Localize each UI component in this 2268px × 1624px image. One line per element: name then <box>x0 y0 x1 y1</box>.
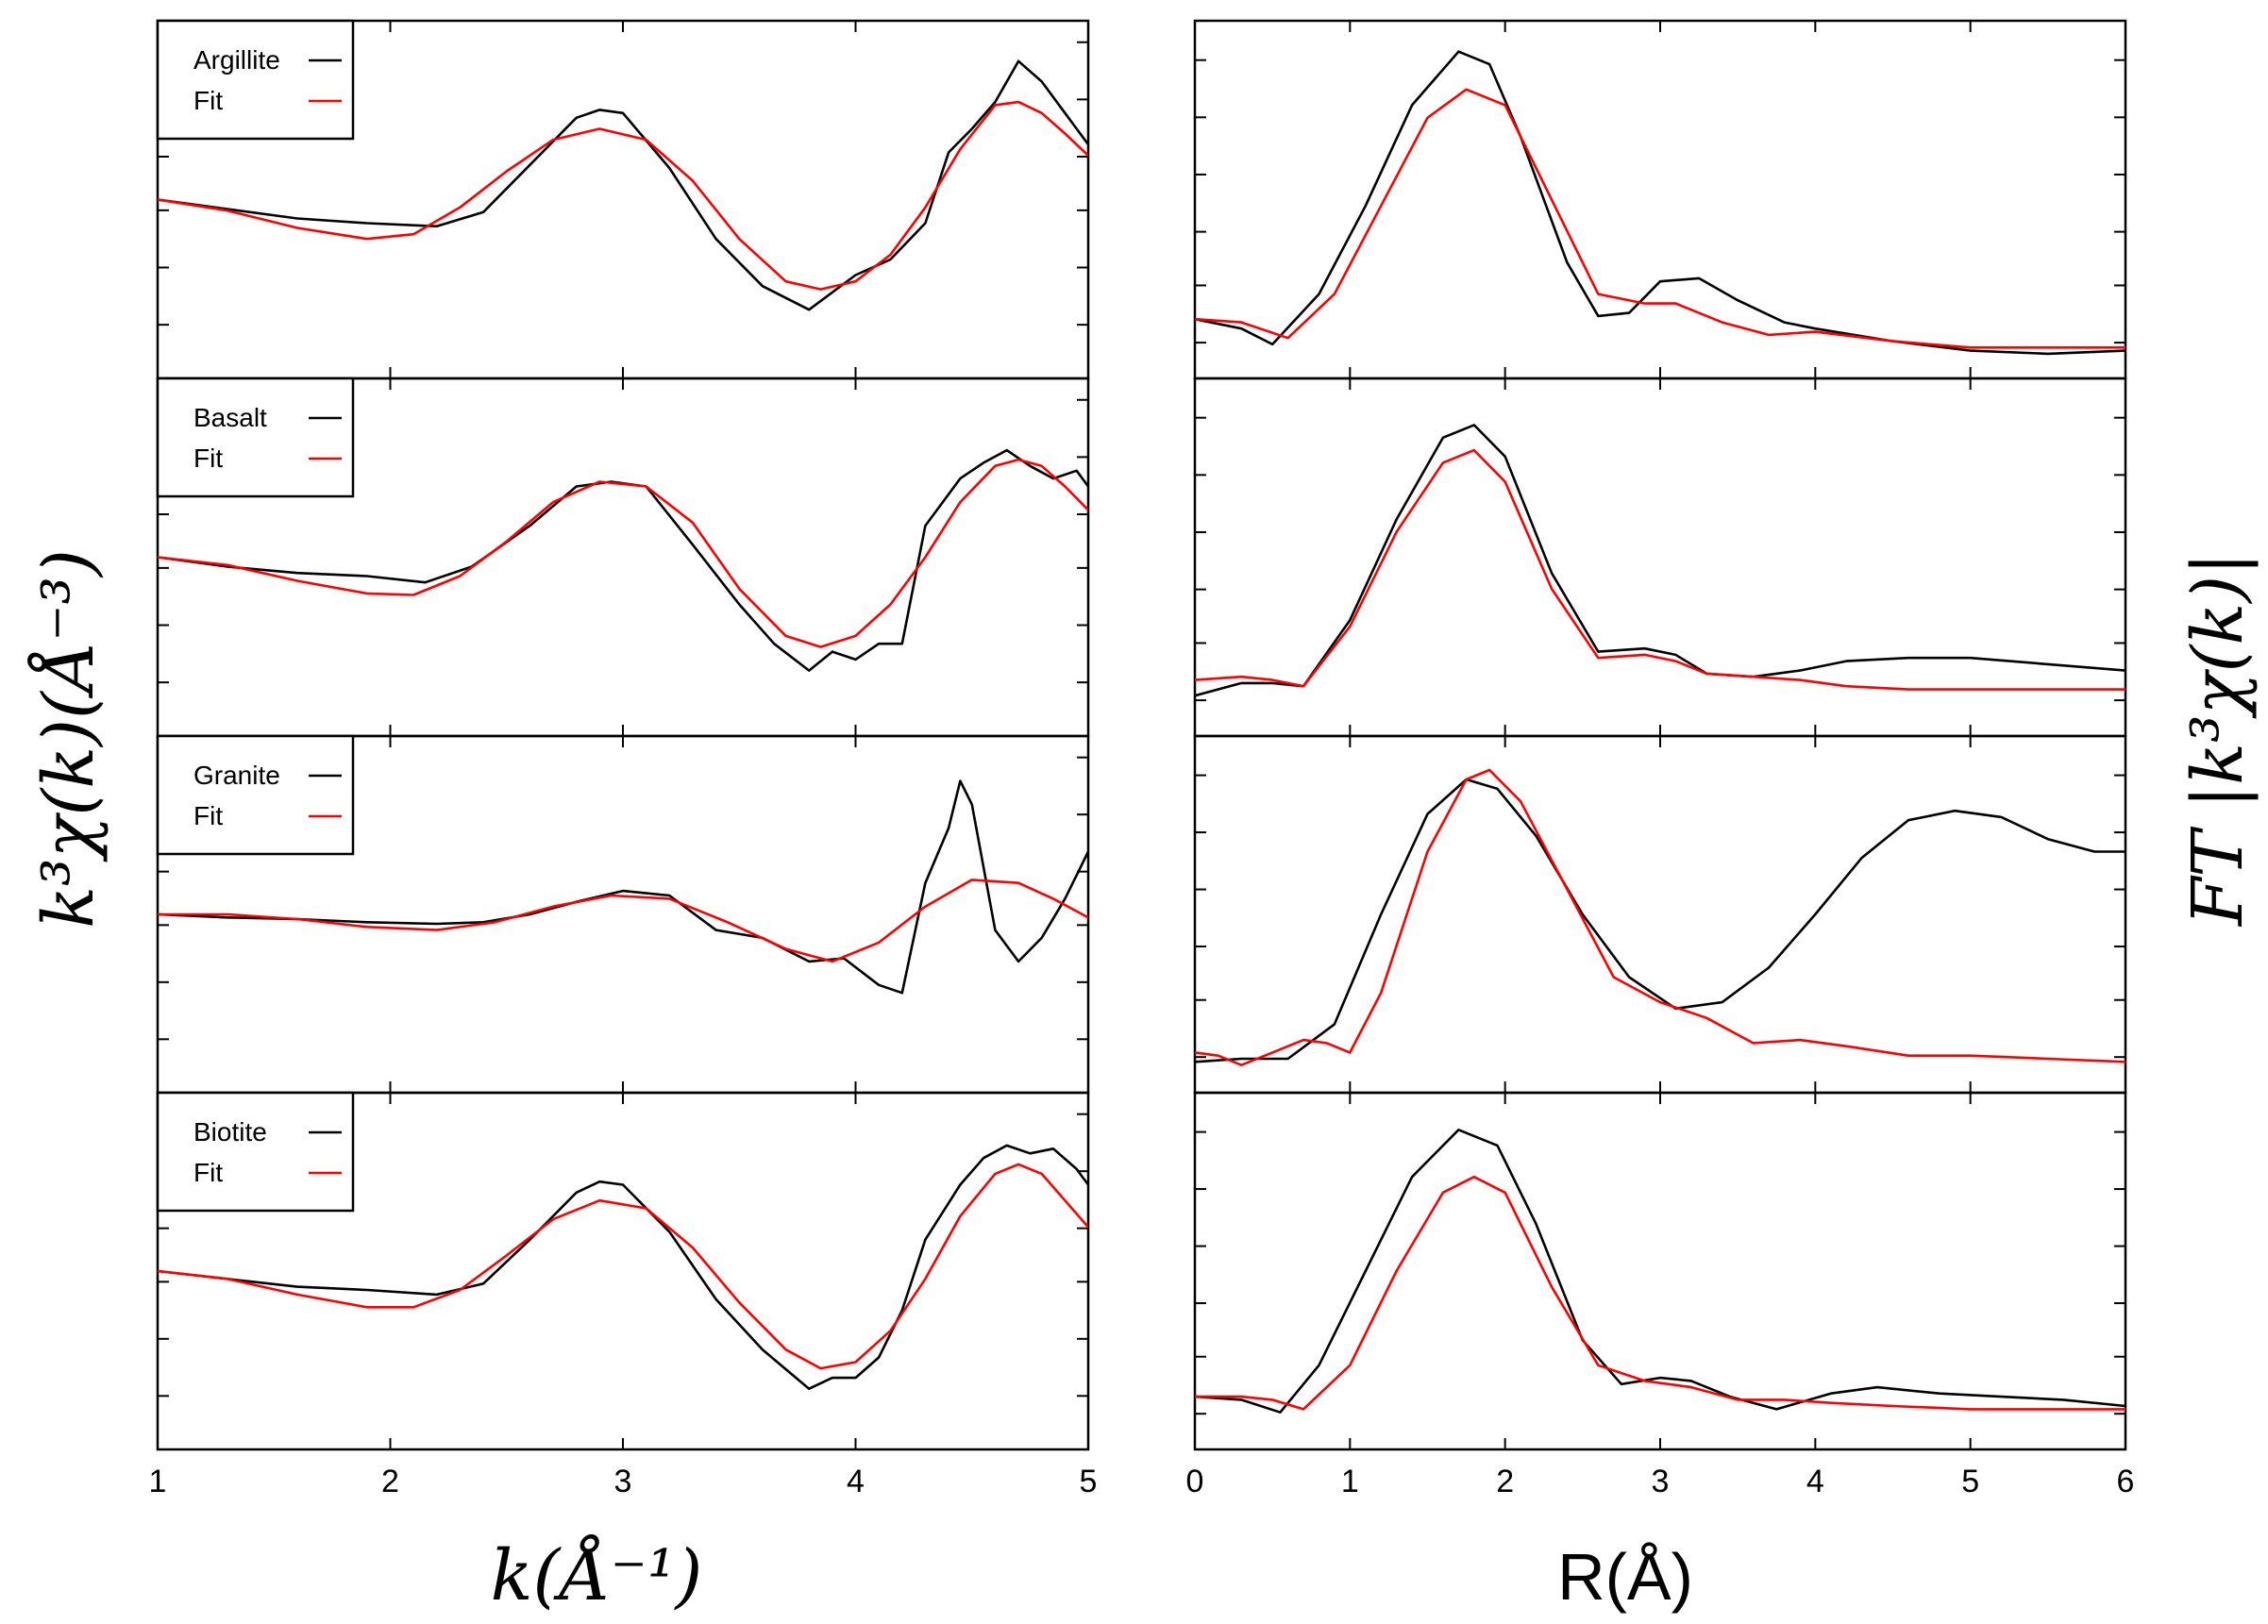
left-y-axis-title: k³χ(k)(Å⁻³) <box>26 549 109 929</box>
x-tick-label: 4 <box>847 1464 865 1499</box>
x-tick-label: 4 <box>1806 1464 1824 1499</box>
plot-frame <box>1193 19 2127 380</box>
series-line-biotite <box>158 1144 1088 1390</box>
series-line-fit <box>1195 448 2125 691</box>
series-line-fit <box>158 879 1088 963</box>
legend: Basalt Fit <box>156 377 355 498</box>
series-line-basalt <box>1195 424 2125 697</box>
legend-box <box>156 734 355 856</box>
x-tick-label: 1 <box>149 1464 167 1499</box>
series-line-fit <box>158 1163 1088 1370</box>
left-subplot-basalt: Basalt Fit <box>156 377 1090 738</box>
plot-frame <box>1193 734 2127 1095</box>
series-line-fit <box>158 100 1088 291</box>
legend: Granite Fit <box>156 734 355 856</box>
right-subplot-biotite-ft <box>1193 1091 2127 1451</box>
legend-box <box>156 377 355 498</box>
right-subplot-granite-ft <box>1193 734 2127 1095</box>
legend: Biotite Fit <box>156 1091 355 1213</box>
series-line-granite <box>1195 778 2125 1063</box>
legend-label: Fit <box>193 86 223 115</box>
right-panel: 0 1 2 3 4 5 6 <box>1186 19 2135 1499</box>
legend: Argillite Fit <box>156 19 355 141</box>
legend-label: Fit <box>193 444 223 473</box>
left-subplot-biotite: Biotite Fit <box>156 1091 1090 1451</box>
series-line-granite <box>158 779 1088 995</box>
series-line-fit <box>1195 768 2125 1066</box>
legend-label: Biotite <box>193 1117 267 1147</box>
x-tick-label: 5 <box>1961 1464 1979 1499</box>
x-tick-label: 3 <box>1652 1464 1670 1499</box>
x-tick-label: 0 <box>1186 1464 1204 1499</box>
right-y-axis-title: FT |k³χ(k)| <box>2177 552 2259 928</box>
left-x-axis-title: k(Å⁻¹) <box>491 1533 703 1616</box>
series-line-argillite <box>1195 50 2125 356</box>
plot-frame <box>1193 377 2127 738</box>
legend-label: Fit <box>193 1158 223 1187</box>
right-x-axis-title: R(Å) <box>1557 1540 1693 1614</box>
series-line-biotite <box>1195 1129 2125 1414</box>
series-line-fit <box>1195 88 2125 349</box>
x-tick-label: 1 <box>1341 1464 1359 1499</box>
series-line-fit <box>158 458 1088 648</box>
x-tick-label: 6 <box>2117 1464 2135 1499</box>
legend-label: Argillite <box>193 45 280 75</box>
legend-label: Basalt <box>193 403 267 432</box>
x-tick-label: 2 <box>1496 1464 1514 1499</box>
x-tick-label: 2 <box>381 1464 399 1499</box>
left-subplot-argillite: Argillite Fit <box>156 19 1090 380</box>
legend-label: Granite <box>193 761 280 790</box>
series-line-argillite <box>158 59 1088 311</box>
x-tick-label: 5 <box>1080 1464 1098 1499</box>
legend-box <box>156 1091 355 1213</box>
legend-box <box>156 19 355 141</box>
left-subplot-granite: Granite Fit <box>156 734 1090 1095</box>
x-tick-label: 3 <box>614 1464 632 1499</box>
series-line-basalt <box>158 448 1088 672</box>
series-line-fit <box>1195 1175 2125 1411</box>
right-subplot-basalt-ft <box>1193 377 2127 738</box>
legend-label: Fit <box>193 801 223 830</box>
right-subplot-argillite-ft <box>1193 19 2127 380</box>
left-panel: Argillite Fit Basalt Fit Granite Fit Biotite Fi… <box>149 19 1098 1499</box>
